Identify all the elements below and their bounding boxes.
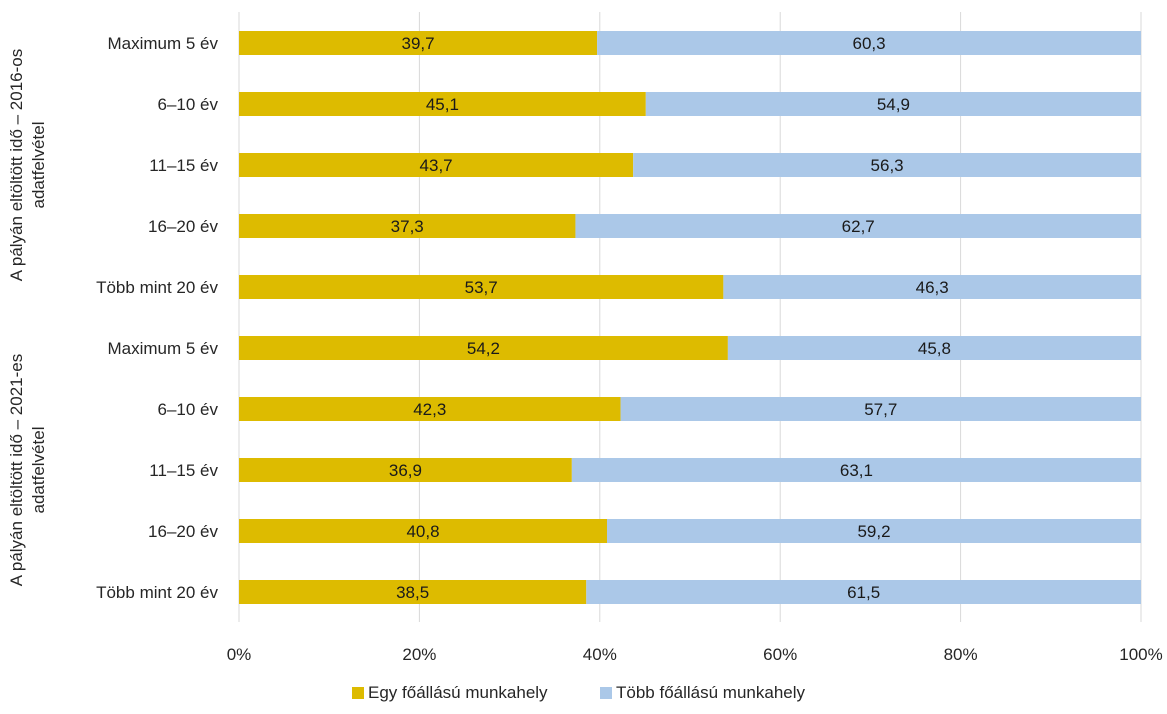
legend-swatch-tobb	[600, 687, 612, 699]
bar-tobb-foallasu	[571, 458, 1141, 482]
legend-label: Több főállású munkahely	[616, 683, 806, 702]
data-label: 45,8	[918, 339, 951, 358]
bar-tobb-foallasu	[586, 580, 1141, 604]
data-label: 60,3	[853, 34, 886, 53]
bar-tobb-foallasu	[723, 275, 1141, 299]
x-tick-label: 100%	[1119, 645, 1162, 664]
bar-tobb-foallasu	[727, 336, 1141, 360]
bar-tobb-foallasu	[633, 153, 1141, 177]
legend-label: Egy főállású munkahely	[368, 683, 548, 702]
data-label: 53,7	[465, 278, 498, 297]
data-label: 45,1	[426, 95, 459, 114]
data-label: 56,3	[871, 156, 904, 175]
data-label: 39,7	[402, 34, 435, 53]
category-label: Több mint 20 év	[96, 583, 218, 602]
data-label: 54,9	[877, 95, 910, 114]
category-label: 6–10 év	[158, 400, 219, 419]
bar-egy-foallasu	[239, 275, 724, 299]
data-labels: 39,7 60,3 45,1 54,9 43,7 56,3 37,3 62,7 53,7 46,3…	[389, 34, 951, 602]
category-label: Maximum 5 év	[107, 339, 218, 358]
bar-egy-foallasu	[239, 92, 646, 116]
bar-tobb-foallasu	[607, 519, 1141, 543]
category-label: Maximum 5 év	[107, 34, 218, 53]
bar-egy-foallasu	[239, 458, 572, 482]
data-label: 54,2	[467, 339, 500, 358]
x-tick-label: 0%	[227, 645, 252, 664]
category-label: 11–15 év	[149, 156, 218, 175]
data-label: 59,2	[857, 522, 890, 541]
data-label: 61,5	[847, 583, 880, 602]
category-label: 11–15 év	[149, 461, 218, 480]
data-label: 38,5	[396, 583, 429, 602]
bar-tobb-foallasu	[645, 92, 1141, 116]
group-label: A pályán eltöltött idő – 2016-os	[7, 49, 26, 282]
bar-egy-foallasu	[239, 31, 598, 55]
bar-egy-foallasu	[239, 519, 608, 543]
group-label: adatfelvétel	[29, 122, 48, 209]
bars	[239, 31, 1141, 604]
legend-swatch-egy	[352, 687, 364, 699]
x-tick-label: 60%	[763, 645, 797, 664]
bar-tobb-foallasu	[620, 397, 1141, 421]
data-label: 62,7	[842, 217, 875, 236]
bar-tobb-foallasu	[597, 31, 1141, 55]
bar-egy-foallasu	[239, 153, 634, 177]
x-axis: 0% 20% 40% 60% 80% 100%	[227, 645, 1163, 664]
data-label: 42,3	[413, 400, 446, 419]
category-label: 16–20 év	[148, 217, 218, 236]
data-label: 40,8	[406, 522, 439, 541]
category-label: 16–20 év	[148, 522, 218, 541]
data-label: 57,7	[864, 400, 897, 419]
data-label: 36,9	[389, 461, 422, 480]
x-tick-label: 20%	[402, 645, 436, 664]
category-label: 6–10 év	[158, 95, 219, 114]
data-label: 63,1	[840, 461, 873, 480]
group-label: A pályán eltöltött idő – 2021-es	[7, 354, 26, 587]
legend: Egy főállású munkahely Több főállású munk…	[352, 683, 806, 702]
data-label: 43,7	[420, 156, 453, 175]
group-label: adatfelvétel	[29, 427, 48, 514]
bar-egy-foallasu	[239, 336, 728, 360]
bar-egy-foallasu	[239, 397, 621, 421]
y-axis: Maximum 5 év 6–10 év 11–15 év 16–20 év Több …	[7, 34, 218, 602]
data-label: 46,3	[916, 278, 949, 297]
x-tick-label: 40%	[583, 645, 617, 664]
data-label: 37,3	[391, 217, 424, 236]
bar-tobb-foallasu	[575, 214, 1141, 238]
x-tick-label: 80%	[944, 645, 978, 664]
bar-egy-foallasu	[239, 580, 587, 604]
category-label: Több mint 20 év	[96, 278, 218, 297]
bar-egy-foallasu	[239, 214, 576, 238]
